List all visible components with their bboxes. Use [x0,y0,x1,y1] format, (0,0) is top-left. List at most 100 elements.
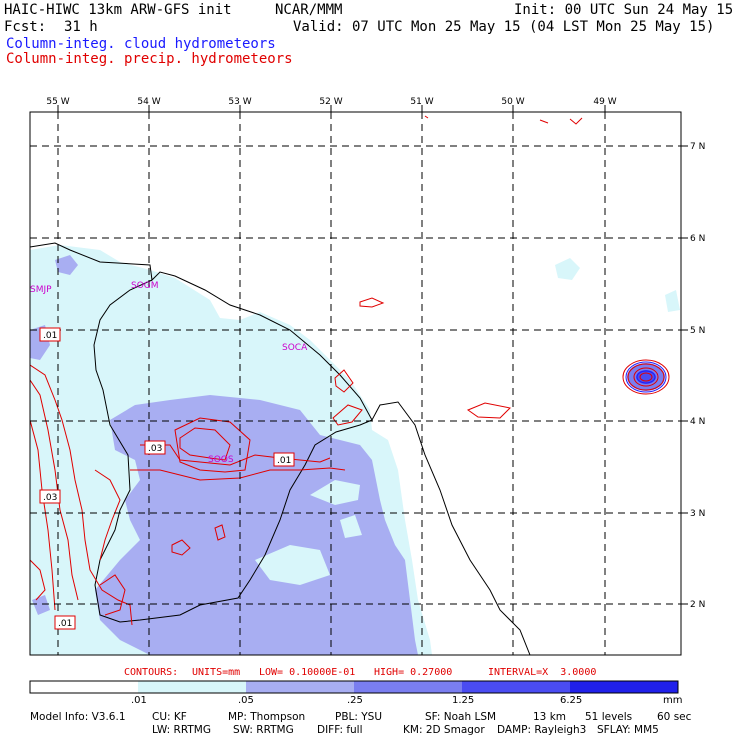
valid-time: Valid: 07 UTC Mon 25 May 15 (04 LST Mon … [293,19,715,35]
station-label: SMJP [30,285,52,295]
contour-label: .03 [43,493,57,503]
model-info-damp: DAMP: Rayleigh3 [497,724,587,736]
colorbar [29,680,679,694]
model-info-levels: 51 levels [585,711,633,723]
stations: SMJP SOGM SOCA SOOS [30,281,308,465]
precip-contour-ring [622,359,670,395]
precip-contour [334,369,354,393]
contours-label: CONTOURS: [124,667,179,678]
contours-units: UNITS=mm [192,667,241,678]
station-label: SOGM [131,281,159,291]
shading-layer [30,245,680,655]
lat-label: 5 N [690,326,705,336]
colorbar-tick: 6.25 [560,695,583,706]
precip-contour [130,467,346,481]
model-info-diff: DIFF: full [317,724,363,736]
model-info-mp: MP: Thompson [228,711,306,723]
precip-contour [30,559,46,601]
colorbar-bin-1 [138,681,246,693]
station-label: SOOS [208,455,234,465]
contour-label: .01 [43,331,57,341]
init-time: Init: 00 UTC Sun 24 May 15 [514,2,734,18]
contour-label-box [39,327,61,342]
contour-label-box [144,440,166,455]
cloud-shading-gap [310,480,360,505]
cloud-contour-ring [636,370,656,384]
lat-lon-grid [30,112,681,655]
colorbar-bin-3 [354,681,462,693]
lon-labels: 55 W 54 W 53 W 52 W 51 W 50 W 49 W [46,97,616,107]
contours-low: LOW= 0.10000E-01 [259,667,356,678]
lat-label: 6 N [690,234,705,244]
lat-label: 4 N [690,417,705,427]
lat-label: 7 N [690,142,705,152]
model-info-lw: LW: RRTMG [152,724,211,736]
station-label: SOCA [282,343,308,353]
model-info-sflay: SFLAY: MM5 [597,724,659,736]
precip-contour [466,402,512,419]
contour-labels: .01 .03 .01 .03 .01 [39,327,295,630]
lon-label: 52 W [319,97,342,107]
lat-label: 2 N [690,600,705,610]
precip-contour [359,297,385,308]
colorbar-tick: 1.25 [452,695,475,706]
model-info-km: KM: 2D Smagor [403,724,485,736]
forecast-label: Fcst: [4,19,47,35]
model-info-sf: SF: Noah LSM [425,711,497,723]
colorbar-unit: mm [663,695,683,706]
colorbar-tick: .01 [131,695,147,706]
lat-labels: 7 N 6 N 5 N 4 N 3 N 2 N [690,142,705,610]
model-title: HAIC-HIWC 13km ARW-GFS init [4,2,232,18]
contour-label: .01 [58,619,72,629]
precip-contour [332,404,363,426]
contour-label-box [54,615,76,630]
legend-precip-hydrometeors: Column-integ. precip. hydrometeors [6,51,293,67]
precip-contour [569,117,583,125]
model-info-timestep: 60 sec [657,711,692,723]
contour-label: .03 [148,444,162,454]
lon-label: 54 W [137,97,160,107]
precip-contour [140,444,331,466]
cloud-shading-light [665,290,680,312]
model-info-version: Model Info: V3.6.1 [30,711,126,723]
contours-high: HIGH= 0.27000 [374,667,453,678]
contour-label: .01 [277,456,291,466]
cloud-shading-medium [55,255,78,275]
forecast-hour: 31 h [64,19,98,35]
lon-label: 55 W [46,97,69,107]
precip-contour [99,574,126,616]
model-info-resolution: 13 km [533,711,567,723]
colorbar-tick: .25 [347,695,363,706]
precip-contour [30,364,133,626]
frame-ticks [57,105,688,605]
precip-contour [30,419,56,611]
legend-cloud-hydrometeors: Column-integ. cloud hydrometeors [6,36,276,52]
cloud-shading-gap [255,545,330,585]
colorbar-frame [29,680,679,694]
coastline-path [30,242,531,655]
cloud-shading-gap [340,515,362,538]
cloud-contours [625,361,667,393]
colorbar-bin-0 [30,681,138,693]
lon-label: 50 W [501,97,524,107]
contour-label-box [273,452,295,467]
model-info-pbl: PBL: YSU [335,711,383,723]
cloud-shading-light [145,342,205,365]
contours-interval: INTERVAL=X 3.0000 [488,667,597,678]
precip-contour-ring [633,367,659,387]
precip-contours [30,115,670,626]
precip-contour [179,427,231,461]
precip-contour [174,417,251,473]
cloud-shading-light [555,258,580,280]
precip-contour [171,539,191,556]
precip-contour [94,469,121,561]
colorbar-bin-2 [246,681,354,693]
precip-contour [424,115,429,119]
lon-label: 53 W [228,97,251,107]
colorbar-tick: .05 [238,695,254,706]
contour-label-box [39,489,61,504]
cloud-shading-medium [95,395,418,655]
model-info-cu: CU: KF [152,711,187,723]
border-path [93,279,373,623]
